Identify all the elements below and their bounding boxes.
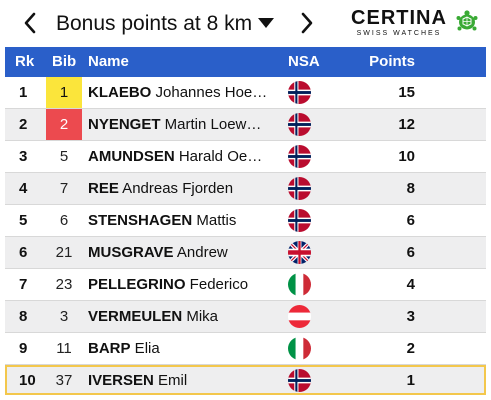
flag-nor-icon <box>288 81 311 104</box>
points-cell: 15 <box>398 84 415 101</box>
points-cell: 4 <box>406 276 415 293</box>
rank-cell: 5 <box>19 212 28 229</box>
athlete-last-name: MUSGRAVE <box>88 244 174 261</box>
flag-nor-icon <box>288 177 311 200</box>
athlete-first-name: Johannes Hoe… <box>151 84 268 101</box>
points-cell: 2 <box>406 340 415 357</box>
athlete-first-name: Federico <box>185 276 249 293</box>
points-cell: 10 <box>398 148 415 165</box>
table-row[interactable]: 8 3 VERMEULEN Mika 3 <box>5 301 486 333</box>
column-header-name: Name <box>88 53 129 70</box>
athlete-last-name: IVERSEN <box>88 372 154 389</box>
athlete-first-name: Martin Loew… <box>160 116 262 133</box>
athlete-last-name: STENSHAGEN <box>88 212 193 229</box>
athlete-last-name: PELLEGRINO <box>88 276 186 293</box>
chevron-right-icon[interactable] <box>293 9 319 37</box>
column-header-nsa: NSA <box>288 53 320 70</box>
rank-cell: 2 <box>19 116 28 133</box>
athlete-name: IVERSEN Emil <box>88 367 284 394</box>
table-row[interactable]: 1 1 KLAEBO Johannes Hoe… 15 <box>5 77 486 109</box>
athlete-name: AMUNDSEN Harald Oe… <box>88 141 284 172</box>
flag-aut-icon <box>288 305 311 328</box>
turtle-logo-icon <box>455 9 479 33</box>
flag-nor-icon <box>288 145 311 168</box>
rank-cell: 8 <box>19 308 28 325</box>
bib-cell: 37 <box>55 372 73 389</box>
flag-ita-icon <box>288 273 311 296</box>
athlete-name: REE Andreas Fjorden <box>88 173 284 204</box>
table-row[interactable]: 6 21 MUSGRAVE Andrew 6 <box>5 237 486 269</box>
column-header-rank: Rk <box>15 53 35 70</box>
athlete-name: PELLEGRINO Federico <box>88 269 284 300</box>
athlete-first-name: Andreas Fjorden <box>118 180 234 197</box>
column-header-points: Points <box>369 53 415 70</box>
athlete-first-name: Andrew <box>173 244 228 261</box>
rank-cell: 4 <box>19 180 28 197</box>
athlete-name: MUSGRAVE Andrew <box>88 237 284 268</box>
table-row[interactable]: 10 37 IVERSEN Emil 1 <box>5 365 486 395</box>
chevron-left-icon[interactable] <box>18 9 44 37</box>
flag-gbr-icon <box>288 241 311 264</box>
athlete-name: VERMEULEN Mika <box>88 301 284 332</box>
table-row[interactable]: 5 6 STENSHAGEN Mattis 6 <box>5 205 486 237</box>
flag-ita-icon <box>288 337 311 360</box>
flag-nor-icon <box>288 369 311 392</box>
top-bar: Bonus points at 8 km CERTINA SWISS WATCH… <box>0 0 491 46</box>
bib-cell: 3 <box>59 308 69 325</box>
bib-cell: 1 <box>46 77 82 108</box>
athlete-first-name: Mika <box>182 308 219 325</box>
athlete-last-name: AMUNDSEN <box>88 148 175 165</box>
bib-cell: 6 <box>59 212 69 229</box>
points-cell: 1 <box>406 372 415 389</box>
page-title: Bonus points at 8 km <box>56 12 253 35</box>
table-row[interactable]: 3 5 AMUNDSEN Harald Oe… 10 <box>5 141 486 173</box>
rank-cell: 3 <box>19 148 28 165</box>
rank-cell: 7 <box>19 276 28 293</box>
event-selector[interactable]: Bonus points at 8 km <box>56 10 274 38</box>
athlete-first-name: Emil <box>153 372 188 389</box>
caret-down-icon[interactable] <box>257 16 275 28</box>
flag-nor-icon <box>288 209 311 232</box>
sponsor-logo: CERTINA SWISS WATCHES <box>343 7 479 39</box>
athlete-name: KLAEBO Johannes Hoe… <box>88 77 284 108</box>
athlete-name: STENSHAGEN Mattis <box>88 205 284 236</box>
bib-cell: 11 <box>56 340 72 357</box>
bib-cell: 23 <box>55 276 73 293</box>
athlete-last-name: VERMEULEN <box>88 308 183 325</box>
bib-cell: 2 <box>46 109 82 140</box>
bib-cell: 5 <box>59 148 69 165</box>
rank-cell: 9 <box>19 340 28 357</box>
athlete-name: NYENGET Martin Loew… <box>88 109 284 140</box>
athlete-first-name: Mattis <box>192 212 237 229</box>
athlete-last-name: BARP <box>88 340 131 357</box>
results-table: 1 1 KLAEBO Johannes Hoe… 15 2 2 NYENGET Martin… <box>5 77 486 395</box>
table-row[interactable]: 9 11 BARP Elia 2 <box>5 333 486 365</box>
points-cell: 3 <box>406 308 415 325</box>
points-cell: 6 <box>406 212 415 229</box>
flag-nor-icon <box>288 113 311 136</box>
rank-cell: 6 <box>19 244 28 261</box>
athlete-first-name: Elia <box>130 340 160 357</box>
table-header: Rk Bib Name NSA Points <box>5 47 486 77</box>
athlete-name: BARP Elia <box>88 333 284 364</box>
bib-cell: 7 <box>59 180 69 197</box>
rank-cell: 10 <box>19 372 36 389</box>
rank-cell: 1 <box>19 84 28 101</box>
athlete-first-name: Harald Oe… <box>174 148 263 165</box>
athlete-last-name: REE <box>88 180 119 197</box>
sponsor-name: CERTINA <box>351 7 447 29</box>
bib-cell: 21 <box>55 244 73 261</box>
column-header-bib: Bib <box>52 53 77 70</box>
athlete-last-name: KLAEBO <box>88 84 152 101</box>
table-row[interactable]: 4 7 REE Andreas Fjorden 8 <box>5 173 486 205</box>
points-cell: 12 <box>398 116 415 133</box>
table-row[interactable]: 7 23 PELLEGRINO Federico 4 <box>5 269 486 301</box>
table-row[interactable]: 2 2 NYENGET Martin Loew… 12 <box>5 109 486 141</box>
sponsor-tagline: SWISS WATCHES <box>356 30 442 37</box>
athlete-last-name: NYENGET <box>88 116 161 133</box>
points-cell: 6 <box>406 244 415 261</box>
points-cell: 8 <box>406 180 415 197</box>
